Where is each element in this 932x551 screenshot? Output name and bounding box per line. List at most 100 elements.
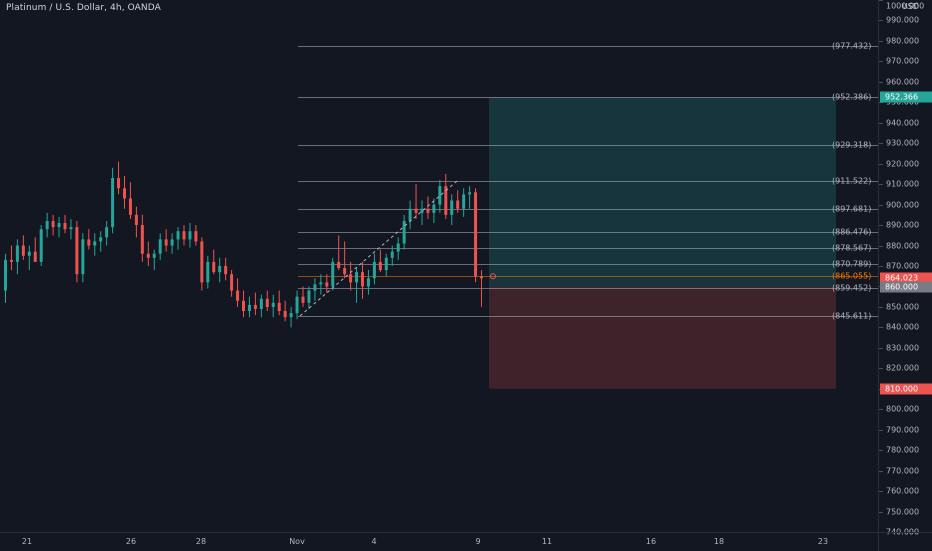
price-tick-mark	[879, 327, 883, 329]
candle-body	[45, 220, 49, 230]
candle-body	[188, 231, 192, 240]
price-tick-mark	[879, 122, 883, 124]
price-tick-mark	[879, 81, 883, 83]
price-tick-mark	[879, 0, 883, 1]
price-tick-mark	[879, 40, 883, 42]
price-tick-mark	[879, 491, 883, 493]
candle-body	[384, 257, 388, 271]
candle-body	[218, 266, 222, 273]
candle-body	[462, 194, 466, 209]
chart-pane[interactable]: Platinum / U.S. Dollar, 4h, OANDA (977.4…	[0, 0, 878, 532]
time-tick-label: Nov	[289, 537, 305, 546]
candle-body	[212, 261, 216, 273]
fib-level-label: (859.452)	[832, 283, 872, 293]
axis-price-label: 952.366	[880, 91, 932, 103]
price-tick-mark	[879, 245, 883, 247]
price-tick-mark	[879, 204, 883, 206]
candle-body	[480, 276, 483, 279]
candle-body	[247, 304, 251, 312]
candle-body	[444, 186, 448, 215]
candle-body	[87, 239, 91, 246]
loss-zone	[489, 286, 836, 389]
price-tick-mark	[879, 266, 883, 267]
entry-marker	[490, 273, 496, 280]
price-tick-label: 760.000	[886, 486, 920, 496]
candle-body	[230, 274, 234, 291]
candle-body	[33, 251, 37, 262]
time-tick-label: 28	[195, 537, 207, 546]
candle-body	[408, 208, 412, 221]
price-tick-label: 770.000	[886, 466, 920, 476]
price-tick-label: 790.000	[886, 425, 920, 435]
candle-body	[378, 261, 382, 271]
candle-body	[396, 243, 400, 252]
candle-body	[349, 274, 353, 283]
price-tick-mark	[879, 163, 883, 165]
candle-body	[313, 284, 317, 291]
time-tick-label: 9	[475, 537, 481, 546]
fib-level-label: (845.611)	[832, 311, 872, 321]
candle-body	[372, 261, 376, 279]
candle-body	[343, 268, 347, 275]
price-tick-mark	[879, 306, 883, 308]
price-tick-label: 890.000	[886, 220, 920, 230]
axis-price-label: 810.000	[880, 383, 932, 395]
candle-body	[432, 204, 436, 213]
price-tick-mark	[879, 143, 883, 145]
candle-body	[331, 261, 335, 287]
candle-body	[468, 192, 472, 195]
price-tick-mark	[879, 61, 883, 63]
price-tick-label: 940.000	[886, 118, 920, 128]
candle-body	[21, 245, 25, 256]
price-tick-label: 870.000	[886, 261, 920, 271]
time-tick-label: 18	[713, 537, 725, 546]
candle-body	[69, 227, 73, 230]
time-axis[interactable]: 21 26 28 Nov 4 9 11 16 18 23	[0, 532, 878, 551]
candle-body	[271, 302, 275, 307]
price-tick-label: 780.000	[886, 445, 920, 455]
price-tick-label: 970.000	[886, 56, 920, 66]
time-tick-label: 16	[645, 537, 657, 546]
candle-body	[134, 214, 138, 226]
candle-body	[224, 266, 228, 275]
axis-price-label: 860.000	[880, 281, 932, 293]
candle-body	[194, 231, 198, 242]
price-tick-mark	[879, 409, 883, 411]
price-axis[interactable]: USD 1000.000 990.000 980.000 970.000 960.000…	[878, 0, 932, 537]
candle-body	[176, 231, 180, 240]
price-tick-label: 990.000	[886, 15, 920, 25]
candle-body	[27, 251, 31, 256]
price-tick-mark	[879, 368, 883, 370]
candle-body	[164, 239, 168, 246]
price-tick-label: 900.000	[886, 200, 920, 210]
price-tick-label: 910.000	[886, 179, 920, 189]
fib-trend-line	[299, 180, 458, 317]
candle-body	[361, 272, 364, 287]
candle-body	[99, 237, 103, 242]
candle-body	[295, 296, 299, 314]
price-tick-label: 880.000	[886, 241, 920, 251]
candle-body	[105, 227, 109, 238]
candle-body	[9, 259, 13, 262]
fib-level-label: (870.789)	[832, 259, 872, 269]
candle-body	[319, 282, 323, 285]
candle-body	[438, 186, 442, 205]
price-tick-mark	[879, 225, 883, 227]
price-tick-label: 830.000	[886, 343, 920, 353]
price-chart[interactable]	[0, 0, 878, 532]
candle-body	[307, 290, 311, 303]
candle-body	[93, 241, 97, 246]
candle-body	[366, 278, 370, 287]
candle-body	[289, 313, 293, 318]
price-tick-mark	[879, 450, 883, 452]
candle-body	[51, 220, 55, 228]
candle-body	[456, 200, 460, 209]
price-tick-label: 840.000	[886, 322, 920, 332]
time-tick-label: 11	[541, 537, 553, 546]
candle-body	[325, 282, 329, 287]
price-tick-mark	[879, 184, 883, 186]
candle-body	[265, 298, 269, 307]
symbol-title: Platinum / U.S. Dollar, 4h, OANDA	[6, 3, 161, 13]
candle-body	[206, 261, 210, 283]
price-tick-mark	[879, 470, 883, 472]
